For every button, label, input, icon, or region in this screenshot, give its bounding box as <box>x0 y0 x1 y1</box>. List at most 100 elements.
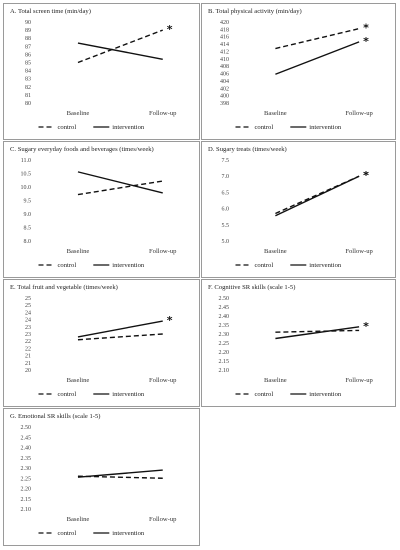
y-tick-label: 5.0 <box>222 239 230 245</box>
y-tick-label: 414 <box>220 42 229 48</box>
panel-title: B. Total physical activity (min/day) <box>208 8 302 15</box>
y-tick-label: 6.0 <box>222 207 230 213</box>
y-tick-label: 400 <box>220 94 229 100</box>
y-tick-label: 418 <box>220 27 229 33</box>
y-tick-label: 23 <box>25 325 31 331</box>
legend-label: control <box>255 262 274 269</box>
y-tick-label: 87 <box>25 44 31 50</box>
y-tick-label: 2.25 <box>219 341 230 347</box>
y-tick-label: 24 <box>25 318 31 324</box>
y-tick-label: 84 <box>25 69 31 75</box>
x-category-label: Follow-up <box>149 248 177 255</box>
panel-g: G. Emotional SR skills (scale 1-5) 2.10 2.… <box>3 408 200 546</box>
significance-marker: * <box>363 22 369 35</box>
y-tick-label: 86 <box>25 52 31 58</box>
y-tick-label: 2.20 <box>21 487 32 493</box>
chart-c: 8.0 8.5 9.0 9.5 10.0 10.5 11.0 Baseline Follow-u… <box>21 158 178 269</box>
y-tick-label: 2.35 <box>21 456 32 462</box>
legend-label: intervention <box>309 391 342 398</box>
chart-a: 80 81 82 83 84 85 86 87 88 89 90 Baseline Follow-up *… <box>25 20 177 131</box>
panel-f: F. Cognitive SR skills (scale 1-5) 2.10 2.… <box>201 279 396 407</box>
panel-title: D. Sugary treats (times/week) <box>208 146 287 153</box>
significance-marker: * <box>167 314 173 327</box>
control-series-line <box>275 27 360 50</box>
y-tick-label: 85 <box>25 61 31 67</box>
x-category-label: Baseline <box>67 248 90 255</box>
y-tick-label: 9.0 <box>24 212 32 218</box>
y-tick-label: 82 <box>25 85 31 91</box>
legend-label: control <box>58 262 77 269</box>
y-tick-label: 416 <box>220 35 229 41</box>
x-category-label: Follow-up <box>345 110 373 117</box>
significance-marker: * <box>363 169 369 182</box>
y-tick-label: 406 <box>220 72 229 78</box>
panel-title: E. Total fruit and vegetable (times/week… <box>10 284 118 291</box>
legend-label: intervention <box>112 530 145 537</box>
intervention-series-line <box>275 326 360 340</box>
y-tick-label: 2.15 <box>21 497 32 503</box>
x-category-label: Baseline <box>264 110 287 117</box>
panel-e: E. Total fruit and vegetable (times/week… <box>3 279 200 407</box>
y-tick-label: 6.5 <box>222 190 230 196</box>
y-tick-label: 10.5 <box>21 172 32 178</box>
y-tick-label: 21 <box>25 354 31 360</box>
significance-marker: * <box>363 320 369 333</box>
intervention-series-line <box>77 469 163 478</box>
y-tick-label: 8.0 <box>24 239 32 245</box>
y-tick-label: 10.0 <box>21 185 32 191</box>
y-tick-label: 83 <box>25 77 31 83</box>
legend-label: control <box>255 124 274 131</box>
y-tick-label: 398 <box>220 101 229 107</box>
x-category-label: Follow-up <box>149 377 177 384</box>
legend-label: control <box>255 391 274 398</box>
x-category-label: Follow-up <box>345 377 373 384</box>
x-category-label: Follow-up <box>149 516 177 523</box>
chart-g: 2.10 2.15 2.20 2.25 2.30 2.35 2.40 2.45 2.50 Base… <box>21 425 178 537</box>
y-tick-label: 2.25 <box>21 476 32 482</box>
panel-c: C. Sugary everyday foods and beverages (… <box>3 141 200 278</box>
y-tick-label: 7.0 <box>222 174 230 180</box>
legend-label: control <box>58 391 77 398</box>
control-series-line <box>77 333 163 341</box>
x-category-label: Baseline <box>67 110 90 117</box>
panel-title: F. Cognitive SR skills (scale 1-5) <box>208 284 296 291</box>
y-tick-label: 11.0 <box>21 158 31 164</box>
y-tick-label: 8.5 <box>24 226 32 232</box>
y-tick-label: 2.40 <box>21 446 32 452</box>
y-tick-label: 20 <box>25 368 31 374</box>
y-tick-label: 2.20 <box>219 350 230 356</box>
intervention-series-line <box>77 171 163 194</box>
significance-marker: * <box>363 35 369 48</box>
y-tick-label: 89 <box>25 28 31 34</box>
y-tick-label: 2.50 <box>21 425 32 431</box>
panel-d: D. Sugary treats (times/week) 5.0 5.5 6.0 6.… <box>201 141 396 278</box>
y-tick-label: 2.45 <box>21 435 32 441</box>
x-category-label: Baseline <box>67 377 90 384</box>
panel-title: C. Sugary everyday foods and beverages (… <box>10 146 154 153</box>
y-tick-label: 90 <box>25 20 31 26</box>
significance-marker: * <box>363 169 369 182</box>
panel-title: A. Total screen time (min/day) <box>10 8 91 15</box>
control-series-line <box>77 29 163 64</box>
y-tick-label: 402 <box>220 86 229 92</box>
intervention-series-line <box>77 320 163 338</box>
y-tick-label: 7.5 <box>222 158 230 164</box>
y-tick-label: 80 <box>25 101 31 107</box>
y-tick-label: 81 <box>25 93 31 99</box>
chart-f: 2.10 2.15 2.20 2.25 2.30 2.35 2.40 2.45 2.50 Base… <box>219 296 374 398</box>
legend-label: control <box>58 124 77 131</box>
y-tick-label: 24 <box>25 310 31 316</box>
y-tick-label: 22 <box>25 339 31 345</box>
y-tick-label: 2.15 <box>219 359 230 365</box>
y-tick-label: 9.5 <box>24 199 32 205</box>
y-tick-label: 420 <box>220 20 229 26</box>
y-tick-label: 2.40 <box>219 314 230 320</box>
y-tick-label: 408 <box>220 64 229 70</box>
y-tick-label: 5.5 <box>222 223 230 229</box>
x-category-label: Follow-up <box>345 248 373 255</box>
x-category-label: Baseline <box>67 516 90 523</box>
y-tick-label: 25 <box>25 296 31 302</box>
